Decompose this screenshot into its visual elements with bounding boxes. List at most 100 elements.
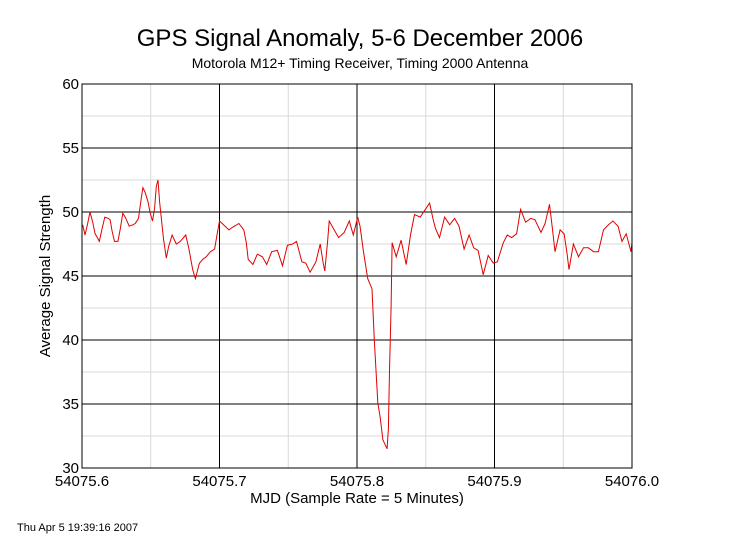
data-point — [391, 306, 392, 307]
data-point — [168, 246, 169, 247]
data-point — [287, 245, 288, 246]
data-point — [603, 229, 604, 230]
data-point — [534, 219, 535, 220]
data-point — [192, 269, 193, 270]
data-point — [112, 231, 113, 232]
data-point — [483, 274, 484, 275]
data-point — [444, 217, 445, 218]
data-point — [104, 217, 105, 218]
render-timestamp: Thu Apr 5 19:39:16 2007 — [17, 522, 139, 534]
data-point — [549, 204, 550, 205]
data-point — [374, 339, 375, 340]
data-point — [315, 261, 316, 262]
data-point — [157, 179, 158, 180]
data-point — [188, 247, 189, 248]
data-point — [525, 222, 526, 223]
data-point — [156, 186, 157, 187]
data-point — [439, 237, 440, 238]
x-tick-label: 54075.9 — [467, 473, 521, 490]
data-point — [449, 224, 450, 225]
data-point — [401, 240, 402, 241]
data-point — [380, 416, 381, 417]
y-tick-label: 35 — [62, 396, 79, 413]
data-point — [507, 234, 508, 235]
data-point — [414, 214, 415, 215]
data-point — [132, 224, 133, 225]
data-point — [101, 228, 102, 229]
data-point — [119, 229, 120, 230]
data-point — [199, 263, 200, 264]
data-point — [573, 243, 574, 244]
data-point — [583, 247, 584, 248]
data-point — [559, 229, 560, 230]
data-point — [117, 241, 118, 242]
x-tick-label: 54075.7 — [192, 473, 246, 490]
data-point — [97, 237, 98, 238]
data-point — [473, 247, 474, 248]
data-point — [387, 448, 388, 449]
data-point — [396, 256, 397, 257]
data-point — [246, 242, 247, 243]
data-point — [435, 228, 436, 229]
data-point — [367, 278, 368, 279]
data-point — [202, 259, 203, 260]
data-point — [424, 210, 425, 211]
data-point — [545, 223, 546, 224]
data-point — [122, 213, 123, 214]
data-point — [626, 233, 627, 234]
data-point — [410, 234, 411, 235]
x-tick-label: 54075.6 — [55, 473, 109, 490]
data-point — [217, 233, 218, 234]
data-point — [612, 220, 613, 221]
data-point — [147, 201, 148, 202]
data-point — [108, 218, 109, 219]
data-point — [338, 237, 339, 238]
data-point — [154, 208, 155, 209]
data-point — [359, 225, 360, 226]
data-point — [320, 243, 321, 244]
data-point — [530, 218, 531, 219]
y-axis-label: Average Signal Strength — [37, 195, 54, 357]
data-point — [282, 265, 283, 266]
data-point — [262, 256, 263, 257]
data-point — [323, 263, 324, 264]
data-point — [388, 428, 389, 429]
data-point — [238, 223, 239, 224]
data-point — [568, 269, 569, 270]
data-point — [206, 256, 207, 257]
data-point — [159, 201, 160, 202]
data-point — [142, 187, 143, 188]
data-point — [222, 223, 223, 224]
data-point — [329, 220, 330, 221]
data-point — [608, 224, 609, 225]
data-point — [171, 234, 172, 235]
data-point — [520, 209, 521, 210]
data-point — [420, 217, 421, 218]
chart-title: GPS Signal Anomaly, 5-6 December 2006 — [136, 25, 584, 52]
data-point — [176, 243, 177, 244]
y-tick-labels: 30 35 40 45 50 55 60 — [62, 76, 79, 477]
data-point — [99, 241, 100, 242]
data-point — [488, 255, 489, 256]
data-point — [478, 250, 479, 251]
data-point — [593, 251, 594, 252]
data-point — [503, 242, 504, 243]
data-point — [94, 233, 95, 234]
data-point — [243, 229, 244, 230]
x-axis-label: MJD (Sample Rate = 5 Minutes) — [250, 490, 464, 507]
data-point — [429, 202, 430, 203]
data-point — [458, 225, 459, 226]
data-point — [497, 261, 498, 262]
data-point — [138, 218, 139, 219]
data-point — [540, 232, 541, 233]
y-tick-label: 60 — [62, 76, 79, 93]
y-tick-label: 30 — [62, 460, 79, 477]
data-point — [87, 224, 88, 225]
data-point — [552, 228, 553, 229]
data-point — [377, 402, 378, 403]
data-point — [382, 439, 383, 440]
data-point — [152, 220, 153, 221]
data-point — [163, 238, 164, 239]
data-point — [266, 264, 267, 265]
